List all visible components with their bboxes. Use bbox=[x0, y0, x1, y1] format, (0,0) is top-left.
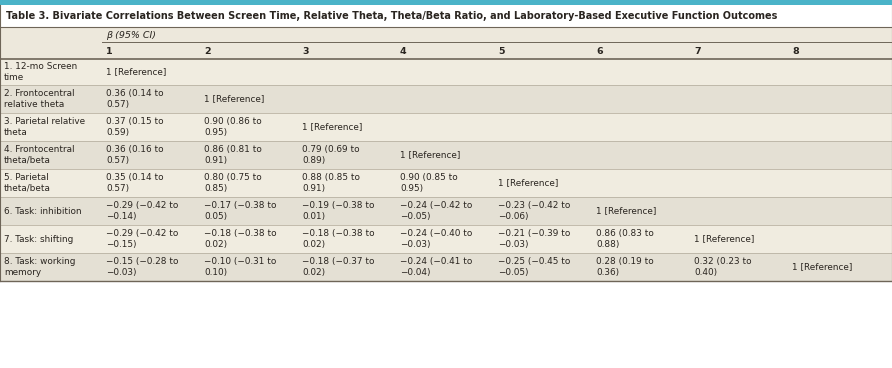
Text: −0.21 (−0.39 to
−0.03): −0.21 (−0.39 to −0.03) bbox=[498, 229, 570, 249]
Text: −0.24 (−0.41 to
−0.04): −0.24 (−0.41 to −0.04) bbox=[400, 257, 473, 277]
Text: 0.35 (0.14 to
0.57): 0.35 (0.14 to 0.57) bbox=[106, 173, 163, 193]
Text: 1 [Reference]: 1 [Reference] bbox=[106, 67, 167, 77]
Bar bbox=[0, 0, 892, 5]
Bar bbox=[0, 197, 892, 225]
Bar bbox=[0, 27, 892, 45]
Bar bbox=[0, 5, 892, 27]
Text: β (95% CI): β (95% CI) bbox=[106, 32, 156, 40]
Text: −0.29 (−0.42 to
−0.14): −0.29 (−0.42 to −0.14) bbox=[106, 201, 178, 221]
Text: 4: 4 bbox=[400, 47, 407, 57]
Bar bbox=[0, 141, 892, 169]
Text: 0.90 (0.86 to
0.95): 0.90 (0.86 to 0.95) bbox=[204, 117, 261, 137]
Text: 0.28 (0.19 to
0.36): 0.28 (0.19 to 0.36) bbox=[596, 257, 654, 277]
Bar bbox=[0, 45, 892, 59]
Bar bbox=[0, 113, 892, 141]
Text: 5: 5 bbox=[498, 47, 505, 57]
Bar bbox=[0, 253, 892, 281]
Text: 8: 8 bbox=[792, 47, 798, 57]
Text: 8. Task: working
memory: 8. Task: working memory bbox=[4, 257, 76, 277]
Text: 0.90 (0.85 to
0.95): 0.90 (0.85 to 0.95) bbox=[400, 173, 458, 193]
Text: 7: 7 bbox=[694, 47, 700, 57]
Text: 2. Frontocentral
relative theta: 2. Frontocentral relative theta bbox=[4, 89, 75, 109]
Text: 1 [Reference]: 1 [Reference] bbox=[400, 151, 460, 159]
Text: 0.80 (0.75 to
0.85): 0.80 (0.75 to 0.85) bbox=[204, 173, 261, 193]
Text: 5. Parietal
theta/beta: 5. Parietal theta/beta bbox=[4, 173, 51, 193]
Text: 3. Parietal relative
theta: 3. Parietal relative theta bbox=[4, 117, 85, 137]
Bar bbox=[0, 85, 892, 113]
Bar bbox=[0, 225, 892, 253]
Text: −0.15 (−0.28 to
−0.03): −0.15 (−0.28 to −0.03) bbox=[106, 257, 178, 277]
Text: −0.25 (−0.45 to
−0.05): −0.25 (−0.45 to −0.05) bbox=[498, 257, 570, 277]
Text: 1 [Reference]: 1 [Reference] bbox=[204, 95, 264, 103]
Text: −0.18 (−0.37 to
0.02): −0.18 (−0.37 to 0.02) bbox=[302, 257, 375, 277]
Bar bbox=[0, 59, 892, 85]
Text: 6. Task: inhibition: 6. Task: inhibition bbox=[4, 206, 82, 216]
Text: Table 3. Bivariate Correlations Between Screen Time, Relative Theta, Theta/Beta : Table 3. Bivariate Correlations Between … bbox=[6, 11, 777, 21]
Text: −0.24 (−0.42 to
−0.05): −0.24 (−0.42 to −0.05) bbox=[400, 201, 473, 221]
Text: 0.32 (0.23 to
0.40): 0.32 (0.23 to 0.40) bbox=[694, 257, 752, 277]
Text: 1 [Reference]: 1 [Reference] bbox=[302, 123, 362, 131]
Text: 1 [Reference]: 1 [Reference] bbox=[498, 178, 558, 188]
Text: 0.36 (0.14 to
0.57): 0.36 (0.14 to 0.57) bbox=[106, 89, 163, 109]
Text: 0.37 (0.15 to
0.59): 0.37 (0.15 to 0.59) bbox=[106, 117, 163, 137]
Text: −0.10 (−0.31 to
0.10): −0.10 (−0.31 to 0.10) bbox=[204, 257, 277, 277]
Text: 0.86 (0.83 to
0.88): 0.86 (0.83 to 0.88) bbox=[596, 229, 654, 249]
Text: 3: 3 bbox=[302, 47, 309, 57]
Text: 4. Frontocentral
theta/beta: 4. Frontocentral theta/beta bbox=[4, 145, 75, 165]
Text: 1 [Reference]: 1 [Reference] bbox=[792, 262, 853, 272]
Text: −0.24 (−0.40 to
−0.03): −0.24 (−0.40 to −0.03) bbox=[400, 229, 473, 249]
Text: −0.23 (−0.42 to
−0.06): −0.23 (−0.42 to −0.06) bbox=[498, 201, 570, 221]
Text: −0.19 (−0.38 to
0.01): −0.19 (−0.38 to 0.01) bbox=[302, 201, 375, 221]
Text: 1 [Reference]: 1 [Reference] bbox=[694, 234, 755, 244]
Bar bbox=[0, 169, 892, 197]
Text: −0.18 (−0.38 to
0.02): −0.18 (−0.38 to 0.02) bbox=[302, 229, 375, 249]
Text: 1 [Reference]: 1 [Reference] bbox=[596, 206, 657, 216]
Text: 7. Task: shifting: 7. Task: shifting bbox=[4, 234, 73, 244]
Text: −0.18 (−0.38 to
0.02): −0.18 (−0.38 to 0.02) bbox=[204, 229, 277, 249]
Text: 0.79 (0.69 to
0.89): 0.79 (0.69 to 0.89) bbox=[302, 145, 359, 165]
Text: 2: 2 bbox=[204, 47, 211, 57]
Text: −0.29 (−0.42 to
−0.15): −0.29 (−0.42 to −0.15) bbox=[106, 229, 178, 249]
Text: 0.86 (0.81 to
0.91): 0.86 (0.81 to 0.91) bbox=[204, 145, 262, 165]
Text: 1: 1 bbox=[106, 47, 112, 57]
Text: 0.36 (0.16 to
0.57): 0.36 (0.16 to 0.57) bbox=[106, 145, 163, 165]
Text: −0.17 (−0.38 to
0.05): −0.17 (−0.38 to 0.05) bbox=[204, 201, 277, 221]
Text: 6: 6 bbox=[596, 47, 603, 57]
Text: 0.88 (0.85 to
0.91): 0.88 (0.85 to 0.91) bbox=[302, 173, 360, 193]
Text: 1. 12-mo Screen
time: 1. 12-mo Screen time bbox=[4, 62, 78, 82]
